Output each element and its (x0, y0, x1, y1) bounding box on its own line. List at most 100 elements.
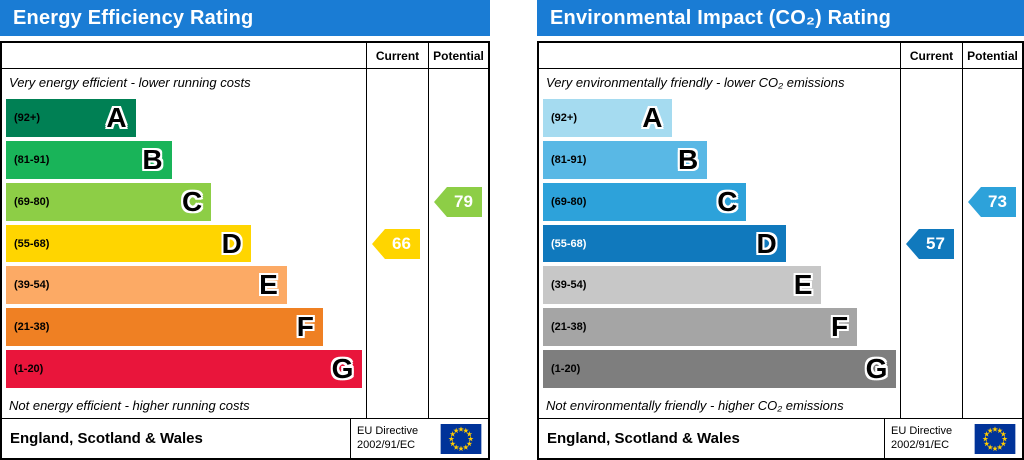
bands: (92+) A (81-91) B (69-80) C (2, 95, 366, 392)
rating-table: Current Potential Very environmentally f… (537, 41, 1024, 460)
current-rating-pointer: 57 (906, 229, 954, 259)
band-letter: C (181, 185, 203, 217)
band-bar-d: (55-68) D (6, 224, 251, 263)
potential-rating-pointer: 73 (968, 187, 1016, 217)
band-range-label: (39-54) (551, 279, 587, 292)
band-letter: E (793, 269, 813, 301)
eu-directive: EU Directive 2002/91/EC (884, 419, 968, 458)
eu-flag (434, 419, 488, 458)
band-range-label: (92+) (551, 111, 577, 124)
band-range-label: (1-20) (551, 363, 581, 376)
band-bar-b: (81-91) B (6, 140, 172, 179)
band-letter: F (831, 311, 849, 343)
chart-title: Environmental Impact (CO₂) Rating (550, 6, 892, 29)
band-letter: E (259, 269, 278, 301)
bands-area: Very energy efficient - lower running co… (2, 69, 488, 418)
band-letter: C (717, 185, 738, 217)
band-bar-g: (1-20) G (6, 350, 363, 389)
rating-table: Current Potential Very energy efficient … (0, 41, 490, 460)
chart-title-bar: Energy Efficiency Rating (0, 0, 490, 36)
current-rating-pointer: 66 (372, 229, 420, 259)
eu-directive-line1: EU Directive (891, 424, 953, 437)
band-bar-c: (69-80) C (543, 182, 747, 221)
eu-directive: EU Directive 2002/91/EC (350, 419, 434, 458)
band-range-label: (69-80) (551, 195, 587, 208)
band-row-g: (1-20) G (543, 348, 900, 390)
eu-directive-line2: 2002/91/EC (357, 438, 416, 451)
band-letter: A (642, 101, 663, 133)
current-column: 66 (366, 69, 428, 418)
top-note: Very environmentally friendly - lower CO… (546, 74, 845, 90)
band-bar-e: (39-54) E (543, 266, 822, 305)
band-row-c: (69-80) C (6, 181, 366, 223)
band-bar-b: (81-91) B (543, 140, 708, 179)
eu-directive-line2: 2002/91/EC (891, 438, 950, 451)
band-range-label: (55-68) (14, 237, 50, 250)
band-row-g: (1-20) G (6, 348, 366, 390)
band-range-label: (69-80) (14, 195, 50, 208)
environmental-impact-chart: Environmental Impact (CO₂) Rating Curren… (537, 0, 1024, 460)
band-bar-a: (92+) A (543, 99, 672, 137)
band-letter: G (331, 353, 354, 385)
potential-column-header: Potential (962, 43, 1022, 68)
band-row-d: (55-68) D (6, 223, 366, 265)
potential-column-header: Potential (428, 43, 488, 68)
band-letter: D (221, 227, 242, 259)
column-header-row: Current Potential (539, 43, 1022, 69)
band-row-b: (81-91) B (543, 139, 900, 181)
band-bar-g: (1-20) G (543, 350, 897, 389)
band-bar-e: (39-54) E (6, 266, 287, 305)
band-row-d: (55-68) D (543, 223, 900, 265)
band-bar-f: (21-38) F (6, 308, 323, 347)
band-letter: D (756, 227, 777, 259)
band-bar-f: (21-38) F (543, 308, 858, 347)
column-header-row: Current Potential (2, 43, 488, 69)
top-note: Very energy efficient - lower running co… (9, 74, 251, 90)
column-header-spacer (539, 43, 900, 68)
potential-rating-pointer: 79 (434, 187, 482, 217)
band-row-f: (21-38) F (6, 306, 366, 348)
eu-flag (968, 419, 1022, 458)
band-range-label: (21-38) (14, 321, 50, 334)
band-range-label: (81-91) (551, 153, 587, 166)
band-row-a: (92+) A (6, 97, 366, 139)
bands: (92+) A (81-91) B (69-80) C (539, 95, 900, 392)
bottom-note: Not environmentally friendly - higher CO… (546, 397, 844, 413)
eu-directive-line1: EU Directive (357, 424, 419, 437)
band-bar-c: (69-80) C (6, 182, 212, 221)
chart-footer: England, Scotland & Wales EU Directive 2… (539, 418, 1022, 458)
band-letter: B (677, 143, 699, 175)
potential-column: 79 (428, 69, 488, 418)
band-bar-a: (92+) A (6, 99, 136, 137)
band-row-e: (39-54) E (6, 264, 366, 306)
band-bar-d: (55-68) D (543, 224, 786, 263)
potential-column: 73 (962, 69, 1022, 418)
column-header-spacer (2, 43, 366, 68)
chart-title: Energy Efficiency Rating (13, 6, 254, 29)
band-row-c: (69-80) C (543, 181, 900, 223)
footer-region: England, Scotland & Wales (547, 430, 740, 447)
current-column-header: Current (900, 43, 962, 68)
current-column: 57 (900, 69, 962, 418)
band-row-e: (39-54) E (543, 264, 900, 306)
band-range-label: (21-38) (551, 321, 587, 334)
bottom-note: Not energy efficient - higher running co… (9, 397, 250, 413)
eu-flag-image (974, 423, 1016, 454)
band-range-label: (1-20) (14, 363, 44, 376)
band-row-b: (81-91) B (6, 139, 366, 181)
band-range-label: (55-68) (551, 237, 587, 250)
eu-flag-image (440, 423, 482, 454)
current-column-header: Current (366, 43, 428, 68)
band-range-label: (39-54) (14, 279, 50, 292)
band-letter: A (106, 101, 127, 133)
band-row-a: (92+) A (543, 97, 900, 139)
chart-footer: England, Scotland & Wales EU Directive 2… (2, 418, 488, 458)
band-row-f: (21-38) F (543, 306, 900, 348)
band-range-label: (92+) (14, 111, 40, 124)
chart-title-bar: Environmental Impact (CO₂) Rating (537, 0, 1024, 36)
energy-efficiency-chart: Energy Efficiency Rating Current Potenti… (0, 0, 490, 460)
band-letter: B (142, 143, 163, 175)
band-letter: F (296, 311, 314, 343)
bands-area: Very environmentally friendly - lower CO… (539, 69, 1022, 418)
